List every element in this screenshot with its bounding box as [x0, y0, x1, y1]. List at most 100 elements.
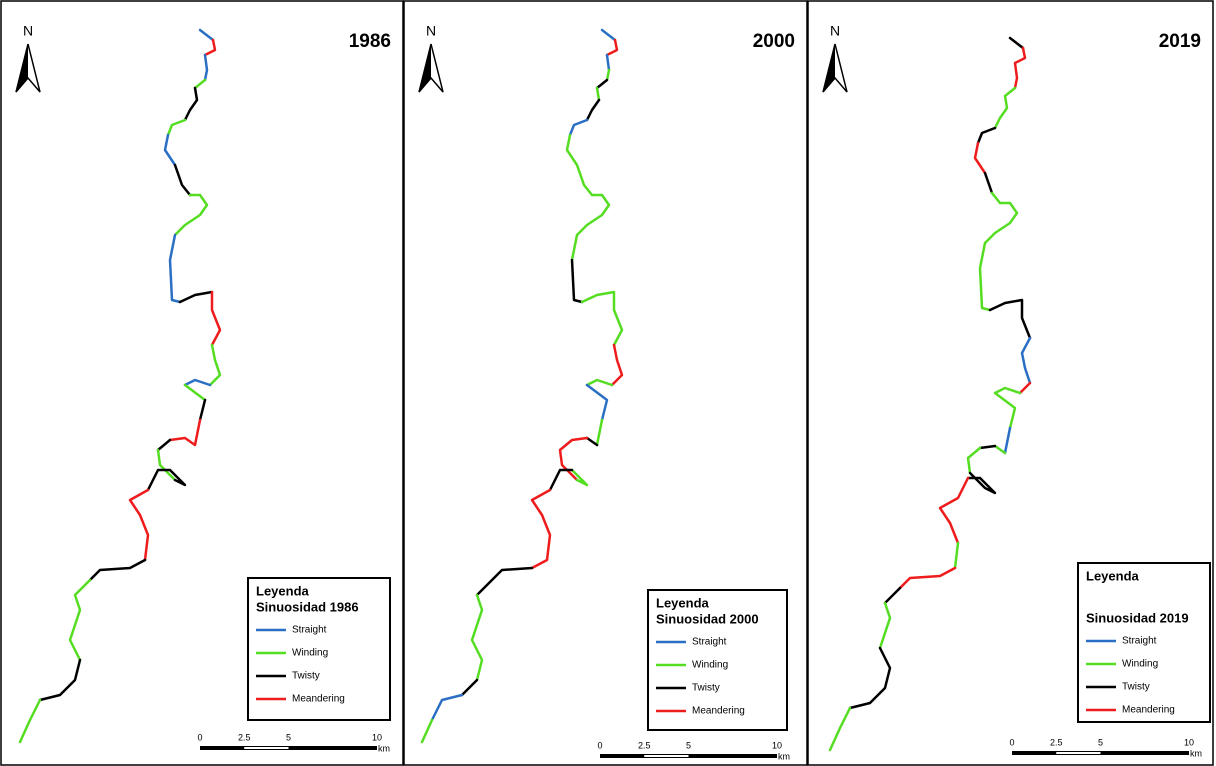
legend-item: Meandering	[692, 706, 745, 717]
river-segment	[610, 343, 624, 387]
legend-box	[247, 577, 391, 721]
river-segment	[605, 68, 611, 82]
river-segment	[595, 86, 601, 102]
river-segment	[983, 171, 994, 195]
river-segment	[168, 233, 182, 304]
river-segment	[993, 444, 1007, 455]
river-segment	[156, 448, 177, 482]
river-segment	[993, 86, 1017, 130]
panel-year: 1986	[349, 31, 391, 52]
river-segment	[978, 191, 1019, 312]
panel-year: 2019	[1159, 31, 1201, 52]
river-segment	[156, 438, 172, 452]
legend-item: Straight	[292, 625, 327, 636]
river-segment	[460, 678, 479, 697]
river-segment	[475, 566, 534, 597]
scale-tick-label: 10	[772, 740, 782, 750]
river-segment	[973, 141, 987, 175]
river-segment	[168, 418, 202, 447]
river-segment	[183, 383, 207, 402]
legend-title: Leyenda	[256, 583, 310, 598]
river-segment	[1003, 426, 1012, 455]
river-segment	[976, 126, 997, 145]
scale-tick-label: 2.5	[1050, 737, 1063, 747]
river-segment	[173, 193, 209, 237]
river-segment	[595, 418, 604, 447]
scale-tick-label: 5	[686, 740, 691, 750]
river-segment	[878, 601, 892, 650]
legend-subtitle: Sinuosidad 1986	[256, 599, 359, 614]
river-segment	[470, 593, 484, 682]
river-segment	[183, 86, 199, 122]
river-segment	[128, 488, 150, 562]
scale-unit: km	[378, 743, 390, 753]
legend-item: Meandering	[292, 694, 345, 705]
river-segment	[208, 343, 222, 387]
river-segment	[898, 566, 957, 590]
river-segment	[595, 78, 609, 90]
river-segment	[978, 444, 997, 450]
scale-tick-label: 10	[372, 732, 382, 742]
river-segment	[18, 698, 42, 744]
river-segment	[1018, 381, 1032, 395]
river-segment	[993, 386, 1022, 430]
river-segment	[183, 378, 212, 387]
scale-unit: km	[778, 751, 790, 761]
legend-item: Twisty	[1122, 682, 1150, 693]
river-segment	[966, 446, 982, 475]
panel-year: 2000	[753, 31, 795, 52]
river-segment	[548, 468, 574, 492]
river-segment	[1013, 46, 1027, 90]
river-segment	[585, 378, 614, 387]
river-segment	[198, 398, 207, 422]
river-segment	[198, 28, 215, 42]
river-segment	[848, 646, 892, 710]
legend-title: Leyenda	[1086, 568, 1140, 583]
river-segment	[585, 436, 599, 447]
river-segment	[166, 118, 187, 137]
legend-box	[647, 589, 788, 731]
river-segment	[193, 78, 207, 90]
river-segment	[68, 578, 92, 662]
north-label: N	[830, 23, 840, 39]
river-segment	[530, 488, 552, 570]
north-arrow-half	[16, 44, 28, 92]
scale-bar-white	[244, 747, 289, 749]
river-segment	[883, 586, 902, 605]
river-segment	[568, 118, 589, 137]
river-segment	[565, 133, 611, 262]
north-label: N	[23, 23, 33, 39]
river-segment	[570, 258, 584, 304]
river-segment	[1020, 336, 1032, 385]
river-segment	[828, 706, 852, 752]
river-segment	[146, 468, 187, 492]
river-segment	[163, 133, 177, 167]
river-segment	[430, 693, 464, 722]
scale-bar-white	[644, 755, 689, 757]
river-segment	[203, 38, 217, 57]
scale-tick-label: 10	[1184, 737, 1194, 747]
scale-tick-label: 2.5	[238, 732, 251, 742]
scale-tick-label: 0	[197, 732, 202, 742]
legend-item: Straight	[692, 637, 727, 648]
legend-item: Winding	[1122, 659, 1158, 670]
river-segment	[585, 98, 601, 122]
river-segment	[966, 471, 997, 495]
scale-tick-label: 2.5	[638, 740, 651, 750]
river-segment	[420, 718, 434, 744]
river-segment	[88, 558, 147, 582]
scale-tick-label: 5	[1098, 737, 1103, 747]
river-segment	[600, 28, 617, 42]
river-segment	[570, 468, 589, 487]
scale-bar-white	[1056, 752, 1101, 754]
north-label: N	[426, 23, 436, 39]
river-segment	[580, 290, 624, 347]
river-segment	[178, 290, 214, 304]
north-arrow-half	[419, 44, 431, 92]
river-segment	[1008, 36, 1025, 50]
legend-item: Twisty	[692, 683, 720, 694]
river-segment	[605, 38, 619, 57]
scale-tick-label: 0	[597, 740, 602, 750]
legend-subtitle: Sinuosidad 2019	[1086, 610, 1189, 625]
